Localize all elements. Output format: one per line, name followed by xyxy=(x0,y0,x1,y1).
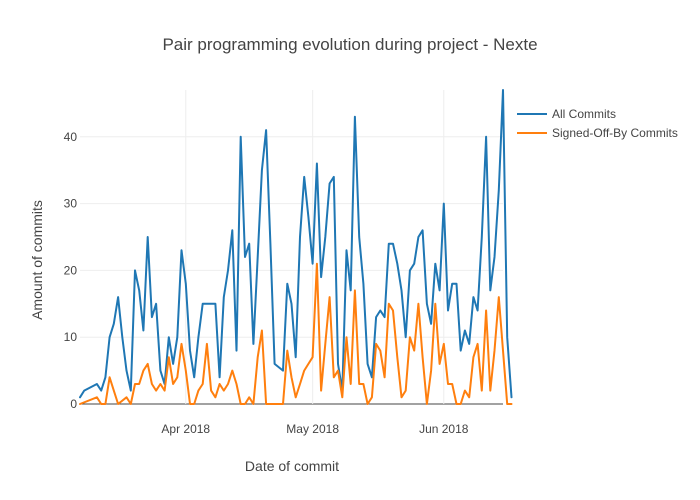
y-tick-label: 10 xyxy=(64,330,78,344)
series-line-all-commits xyxy=(79,89,513,399)
chart-title: Pair programming evolution during projec… xyxy=(162,35,537,54)
legend-item-all-commits[interactable]: All Commits xyxy=(517,107,616,121)
x-axis-ticks: Apr 2018 May 2018 Jun 2018 xyxy=(161,422,468,436)
y-tick-label: 40 xyxy=(64,130,78,144)
series-line-signed-off xyxy=(79,262,513,405)
legend-label-all-commits: All Commits xyxy=(552,107,616,121)
x-tick-label: Apr 2018 xyxy=(161,422,210,436)
x-tick-label: May 2018 xyxy=(286,422,339,436)
y-axis-title: Amount of commits xyxy=(29,200,45,320)
y-axis-ticks: 0 10 20 30 40 xyxy=(64,130,78,411)
y-tick-label: 30 xyxy=(64,197,78,211)
gridlines xyxy=(80,90,503,405)
legend-label-signed-off: Signed-Off-By Commits xyxy=(552,126,678,140)
x-axis-title: Date of commit xyxy=(245,458,339,474)
series-lines xyxy=(79,89,513,405)
y-tick-label: 20 xyxy=(64,263,78,277)
y-tick-label: 0 xyxy=(70,397,77,411)
legend: All Commits Signed-Off-By Commits xyxy=(517,107,678,140)
legend-item-signed-off[interactable]: Signed-Off-By Commits xyxy=(517,126,678,140)
x-tick-label: Jun 2018 xyxy=(419,422,469,436)
